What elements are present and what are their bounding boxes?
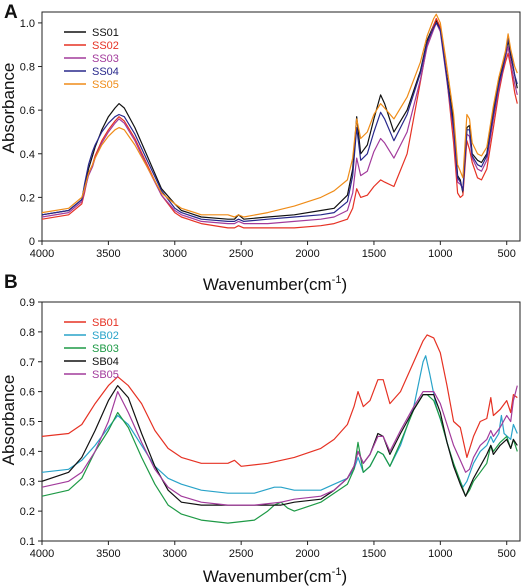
- y-tick-label: 0.3: [20, 476, 35, 488]
- x-tick-label: 1000: [428, 548, 452, 560]
- legend-label-ss02: SS02: [92, 40, 119, 52]
- panel-b-x-axis-title-main: Wavenumber(cm: [203, 567, 332, 586]
- series-line-sb04: [42, 385, 518, 506]
- panel-b-x-axis-title-close: ): [341, 567, 347, 586]
- x-tick-label: 2000: [295, 548, 319, 560]
- y-tick-label: 0.8: [20, 327, 35, 339]
- legend-label-sb02: SB02: [92, 330, 119, 342]
- y-tick-label: 1.0: [20, 18, 35, 30]
- series-line-sb01: [42, 334, 518, 467]
- panel-a-y-axis-title: Absorbance: [0, 63, 18, 154]
- x-tick-label: 1000: [428, 248, 452, 260]
- x-tick-label: 1500: [362, 548, 386, 560]
- legend-label-ss01: SS01: [92, 27, 119, 39]
- panel-a-x-axis-title: Wavenumber(cm-1): [203, 274, 347, 294]
- x-tick-label: 4000: [30, 248, 54, 260]
- panel-a-x-axis-title-main: Wavenumber(cm: [203, 275, 332, 294]
- series-line-ss02: [42, 17, 518, 229]
- x-tick-label: 3000: [163, 548, 187, 560]
- y-tick-label: 0.7: [20, 357, 35, 369]
- legend-label-ss03: SS03: [92, 53, 119, 65]
- x-tick-label: 500: [498, 248, 516, 260]
- y-tick-label: 0.2: [20, 506, 35, 518]
- series-line-sb03: [42, 394, 518, 524]
- series-line-ss03: [42, 22, 518, 225]
- legend-label-sb05: SB05: [92, 369, 119, 381]
- panel-b-x-axis-title: Wavenumber(cm-1): [203, 566, 347, 586]
- panel-a-plot-frame: [41, 11, 521, 242]
- series-line-ss01: [42, 20, 518, 220]
- panel-b: B Absorbance Wavenumber(cm-1) 4000 3500 30…: [0, 272, 521, 586]
- panel-a-x-axis-title-close: ): [341, 275, 347, 294]
- x-tick-label: 4000: [30, 548, 54, 560]
- panel-b-letter: B: [4, 272, 18, 293]
- x-tick-label: 3000: [163, 248, 187, 260]
- legend-label-sb03: SB03: [92, 343, 119, 355]
- y-tick-label: 0.6: [20, 105, 35, 117]
- y-tick-label: 0.8: [20, 62, 35, 74]
- panel-a-x-axis-title-sup: -1: [332, 274, 342, 286]
- panel-a: A Absorbance Wavenumber(cm-1) 4000 3500 30…: [0, 2, 521, 294]
- x-tick-label: 500: [498, 548, 516, 560]
- x-tick-label: 2500: [229, 248, 253, 260]
- x-tick-label: 3500: [96, 548, 120, 560]
- y-tick-label: 0.1: [20, 536, 35, 548]
- panel-b-x-axis-title-sup: -1: [332, 566, 342, 578]
- legend-label-ss04: SS04: [92, 66, 119, 78]
- y-tick-label: 0.2: [20, 192, 35, 204]
- series-line-ss05: [42, 13, 518, 218]
- y-tick-label: 0: [29, 236, 35, 248]
- y-tick-label: 0.6: [20, 387, 35, 399]
- y-tick-label: 0.4: [20, 149, 35, 161]
- y-tick-label: 0.5: [20, 417, 35, 429]
- y-tick-label: 0.4: [20, 446, 35, 458]
- x-tick-label: 3500: [96, 248, 120, 260]
- panel-b-y-axis-title: Absorbance: [0, 375, 18, 466]
- panel-a-letter: A: [4, 2, 18, 23]
- legend-label-sb04: SB04: [92, 356, 119, 368]
- legend-label-sb01: SB01: [92, 317, 119, 329]
- x-tick-label: 1500: [362, 248, 386, 260]
- x-tick-label: 2000: [295, 248, 319, 260]
- series-line-sb05: [42, 385, 518, 506]
- y-tick-label: 0.9: [20, 297, 35, 309]
- legend-label-ss05: SS05: [92, 79, 119, 91]
- series-line-ss04: [42, 22, 518, 222]
- x-tick-label: 2500: [229, 548, 253, 560]
